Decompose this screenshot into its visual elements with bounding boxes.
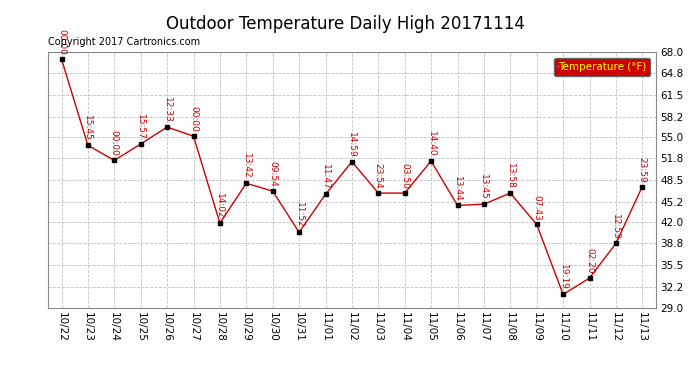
Text: 14:40: 14:40 <box>426 131 435 157</box>
Legend: Temperature (°F): Temperature (°F) <box>553 58 650 76</box>
Text: Outdoor Temperature Daily High 20171114: Outdoor Temperature Daily High 20171114 <box>166 15 524 33</box>
Text: 15:45: 15:45 <box>83 116 92 141</box>
Text: 14:59: 14:59 <box>347 132 357 158</box>
Text: 02:20: 02:20 <box>585 248 594 274</box>
Text: 13:42: 13:42 <box>241 153 250 179</box>
Text: 15:57: 15:57 <box>136 114 145 140</box>
Text: 12:33: 12:33 <box>163 97 172 123</box>
Text: 09:54: 09:54 <box>268 161 277 187</box>
Text: 13:44: 13:44 <box>453 176 462 201</box>
Text: 23:59: 23:59 <box>638 157 647 182</box>
Text: Copyright 2017 Cartronics.com: Copyright 2017 Cartronics.com <box>48 38 200 47</box>
Text: 00:00: 00:00 <box>110 130 119 156</box>
Text: 00:00: 00:00 <box>189 106 198 132</box>
Text: 19:19: 19:19 <box>559 264 568 290</box>
Text: 00:00: 00:00 <box>57 29 66 55</box>
Text: 11:47: 11:47 <box>321 165 330 190</box>
Text: 14:02: 14:02 <box>215 194 224 219</box>
Text: 13:58: 13:58 <box>506 163 515 189</box>
Text: 07:43: 07:43 <box>532 195 541 220</box>
Text: 11:52: 11:52 <box>295 202 304 228</box>
Text: 13:45: 13:45 <box>480 174 489 200</box>
Text: 23:54: 23:54 <box>374 163 383 189</box>
Text: 03:50: 03:50 <box>400 163 409 189</box>
Text: 12:53: 12:53 <box>611 213 620 239</box>
